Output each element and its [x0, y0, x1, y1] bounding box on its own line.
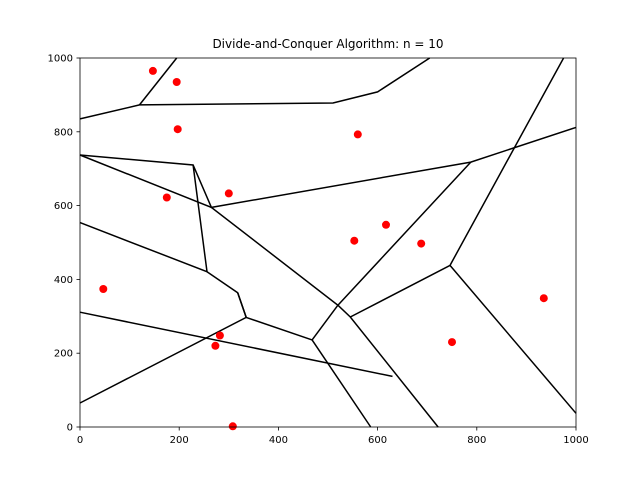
- voronoi-edge-12: [349, 57, 565, 318]
- x-tick-label: 800: [467, 435, 486, 446]
- x-tick-label: 600: [368, 435, 387, 446]
- data-point-9: [417, 239, 426, 248]
- voronoi-edge-10: [79, 292, 248, 404]
- x-tick-label: 400: [269, 435, 288, 446]
- y-tick-label: 600: [54, 201, 73, 212]
- chart-title: Divide-and-Conquer Algorithm: n = 10: [212, 37, 443, 51]
- voronoi-edge-13: [449, 264, 577, 414]
- x-tick-label: 0: [77, 435, 83, 446]
- y-axis: 0 200 400 600 800 1000: [48, 54, 80, 434]
- data-point-1: [148, 66, 157, 75]
- data-point-3: [173, 125, 182, 134]
- x-tick-label: 1000: [563, 435, 588, 446]
- voronoi-edge-3: [79, 126, 577, 209]
- x-axis: 0 200 400 600 800 1000: [77, 427, 589, 446]
- data-point-5: [224, 189, 233, 198]
- y-tick-label: 200: [54, 349, 73, 360]
- voronoi-edge-2: [138, 57, 178, 106]
- plot-frame: [79, 57, 577, 428]
- voronoi-edge-11: [79, 311, 393, 378]
- y-tick-label: 800: [54, 127, 73, 138]
- data-point-7: [382, 220, 390, 229]
- data-points: [99, 66, 548, 431]
- data-point-13: [215, 331, 224, 340]
- voronoi-edge-8: [311, 304, 339, 341]
- y-tick-label: 0: [67, 423, 73, 434]
- data-point-10: [99, 285, 108, 293]
- voronoi-edge-7: [337, 304, 439, 428]
- data-point-15: [228, 422, 237, 431]
- data-point-4: [353, 130, 362, 139]
- voronoi-edge-1: [79, 57, 431, 120]
- y-tick-label: 1000: [48, 54, 73, 65]
- voronoi-edge-6: [79, 154, 472, 307]
- y-tick-label: 400: [54, 275, 73, 286]
- data-point-8: [350, 236, 359, 245]
- data-point-6: [162, 193, 171, 202]
- voronoi-edge-9: [311, 339, 372, 428]
- data-point-14: [211, 341, 220, 350]
- data-point-12: [448, 338, 456, 347]
- data-point-11: [539, 294, 548, 303]
- voronoi-edges: [79, 57, 577, 428]
- data-point-2: [172, 78, 181, 86]
- x-tick-label: 200: [170, 435, 189, 446]
